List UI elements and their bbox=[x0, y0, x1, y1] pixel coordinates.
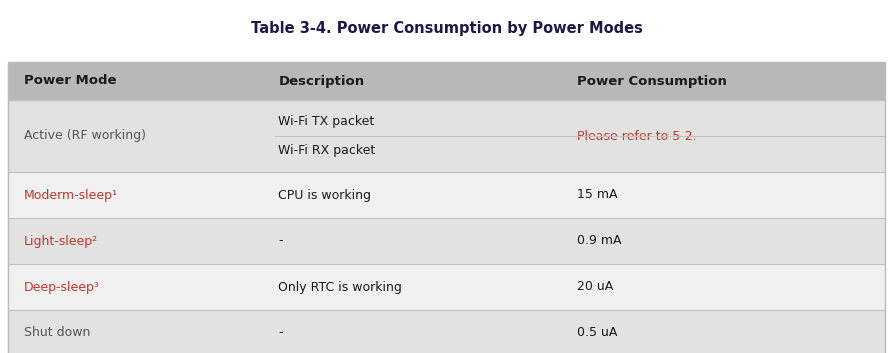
Text: Wi-Fi TX packet: Wi-Fi TX packet bbox=[279, 115, 375, 128]
Text: Please refer to 5-2.: Please refer to 5-2. bbox=[577, 130, 697, 143]
Bar bbox=[8, 310, 885, 353]
Text: Table 3-4. Power Consumption by Power Modes: Table 3-4. Power Consumption by Power Mo… bbox=[251, 20, 642, 36]
Bar bbox=[8, 218, 885, 264]
Text: Moderm-sleep¹: Moderm-sleep¹ bbox=[24, 189, 118, 202]
Bar bbox=[8, 100, 885, 172]
Text: 15 mA: 15 mA bbox=[577, 189, 617, 202]
Text: -: - bbox=[279, 327, 283, 340]
Bar bbox=[8, 172, 885, 218]
Text: -: - bbox=[279, 234, 283, 247]
Text: Power Mode: Power Mode bbox=[24, 74, 117, 88]
Text: Wi-Fi RX packet: Wi-Fi RX packet bbox=[279, 144, 376, 157]
Text: 20 uA: 20 uA bbox=[577, 281, 613, 293]
Bar bbox=[8, 62, 885, 100]
Text: Description: Description bbox=[279, 74, 364, 88]
Text: Only RTC is working: Only RTC is working bbox=[279, 281, 403, 293]
Text: Deep-sleep³: Deep-sleep³ bbox=[24, 281, 100, 293]
Bar bbox=[8, 62, 885, 353]
Text: Shut down: Shut down bbox=[24, 327, 90, 340]
Text: CPU is working: CPU is working bbox=[279, 189, 371, 202]
Text: 0.5 uA: 0.5 uA bbox=[577, 327, 617, 340]
Text: 0.9 mA: 0.9 mA bbox=[577, 234, 622, 247]
Text: Power Consumption: Power Consumption bbox=[577, 74, 727, 88]
Bar bbox=[8, 264, 885, 310]
Text: Active (RF working): Active (RF working) bbox=[24, 130, 146, 143]
Text: Light-sleep²: Light-sleep² bbox=[24, 234, 98, 247]
